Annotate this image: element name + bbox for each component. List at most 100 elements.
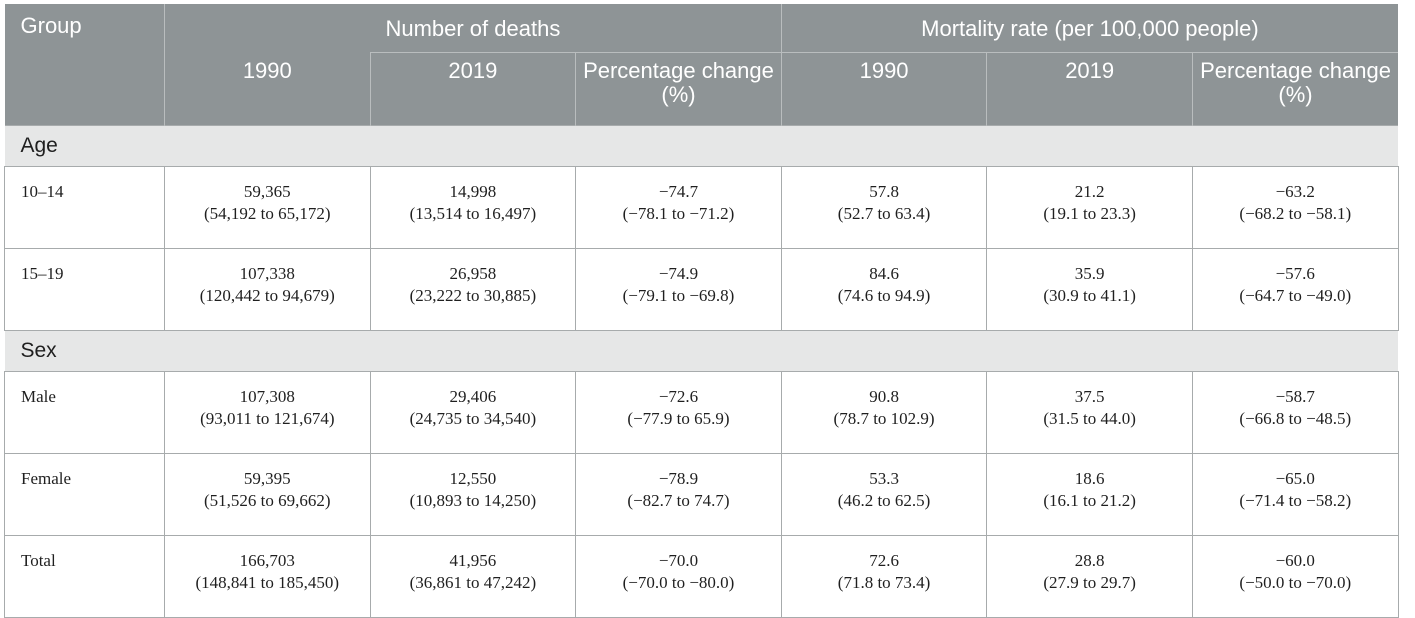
deaths-1990-header: 1990 xyxy=(164,52,371,126)
deaths-header: Number of deaths xyxy=(164,4,782,53)
table-cell: 107,308 (93,011 to 121,674) xyxy=(164,371,371,454)
table-cell: 21.2 (19.1 to 23.3) xyxy=(986,166,1193,249)
table-cell: 59,395 (51,526 to 69,662) xyxy=(164,453,371,536)
table-cell: −65.0 (−71.4 to −58.2) xyxy=(1192,453,1399,536)
table-cell: −74.7 (−78.1 to −71.2) xyxy=(575,166,782,249)
section-label: Sex xyxy=(4,330,1399,372)
table-cell: −58.7 (−66.8 to −48.5) xyxy=(1192,371,1399,454)
cell-interval: (−78.1 to −71.2) xyxy=(622,204,735,223)
table-row: 10–14 59,365 (54,192 to 65,172) 14,998 (13,5… xyxy=(4,166,1399,249)
cell-value: −74.7 xyxy=(658,182,699,201)
table-cell: 72.6 (71.8 to 73.4) xyxy=(781,535,988,618)
section-label: Age xyxy=(4,125,1399,167)
cell-interval: (51,526 to 69,662) xyxy=(204,491,331,510)
cell-interval: (−82.7 to 74.7) xyxy=(627,491,730,510)
row-group-label: Total xyxy=(4,535,165,618)
cell-interval: (74.6 to 94.9) xyxy=(837,286,931,305)
cell-value: 59,395 xyxy=(243,469,291,488)
table-cell: −60.0 (−50.0 to −70.0) xyxy=(1192,535,1399,618)
cell-value: −63.2 xyxy=(1275,182,1315,201)
table-cell: −78.9 (−82.7 to 74.7) xyxy=(575,453,782,536)
section-row: Age xyxy=(4,125,1399,167)
cell-interval: (10,893 to 14,250) xyxy=(409,491,537,510)
cell-value: 107,308 xyxy=(239,387,295,406)
cell-value: −57.6 xyxy=(1275,264,1315,283)
cell-interval: (31.5 to 44.0) xyxy=(1043,409,1136,428)
row-group-label: Male xyxy=(4,371,165,454)
cell-interval: (−66.8 to −48.5) xyxy=(1239,409,1352,428)
cell-interval: (27.9 to 29.7) xyxy=(1043,573,1136,592)
table-cell: 53.3 (46.2 to 62.5) xyxy=(781,453,988,536)
table-header: Group Number of deaths Mortality rate (p… xyxy=(4,4,1399,126)
cell-value: −74.9 xyxy=(658,264,699,283)
cell-value: 37.5 xyxy=(1074,387,1105,406)
cell-value: 57.8 xyxy=(869,182,899,201)
section-row: Sex xyxy=(4,330,1399,372)
cell-value: 53.3 xyxy=(869,469,899,488)
table-cell: −63.2 (−68.2 to −58.1) xyxy=(1192,166,1399,249)
table-cell: −74.9 (−79.1 to −69.8) xyxy=(575,248,782,331)
rate-1990-header: 1990 xyxy=(781,52,988,126)
group-column-header: Group xyxy=(4,4,165,126)
cell-value: −60.0 xyxy=(1275,551,1315,570)
deaths-2019-header: 2019 xyxy=(370,52,577,126)
cell-interval: (−79.1 to −69.8) xyxy=(622,286,735,305)
cell-interval: (54,192 to 65,172) xyxy=(204,204,331,223)
table-cell: 107,338 (120,442 to 94,679) xyxy=(164,248,371,331)
cell-interval: (24,735 to 34,540) xyxy=(409,409,537,428)
cell-interval: (13,514 to 16,497) xyxy=(409,204,537,223)
cell-value: 18.6 xyxy=(1074,469,1105,488)
table-cell: 90.8 (78.7 to 102.9) xyxy=(781,371,988,454)
cell-interval: (16.1 to 21.2) xyxy=(1043,491,1136,510)
table-cell: 14,998 (13,514 to 16,497) xyxy=(370,166,577,249)
cell-interval: (78.7 to 102.9) xyxy=(833,409,935,428)
table-body: Age 10–14 59,365 (54,192 to 65,172) 14,998 (1… xyxy=(4,125,1399,618)
table-cell: 37.5 (31.5 to 44.0) xyxy=(986,371,1193,454)
cell-value: 28.8 xyxy=(1074,551,1105,570)
table-cell: 59,365 (54,192 to 65,172) xyxy=(164,166,371,249)
table-cell: 35.9 (30.9 to 41.1) xyxy=(986,248,1193,331)
row-group-label: 15–19 xyxy=(4,248,165,331)
cell-value: −58.7 xyxy=(1275,387,1315,406)
cell-value: 29,406 xyxy=(449,387,497,406)
rate-change-header: Percentage change (%) xyxy=(1192,52,1399,126)
cell-value: 59,365 xyxy=(243,182,291,201)
table-cell: 166,703 (148,841 to 185,450) xyxy=(164,535,371,618)
table-cell: 57.8 (52.7 to 63.4) xyxy=(781,166,988,249)
table-row: Female 59,395 (51,526 to 69,662) 12,550 (10,… xyxy=(4,453,1399,536)
table-row: Total 166,703 (148,841 to 185,450) 41,956 (3… xyxy=(4,535,1399,618)
cell-value: −78.9 xyxy=(658,469,699,488)
table-cell: 28.8 (27.9 to 29.7) xyxy=(986,535,1193,618)
cell-interval: (30.9 to 41.1) xyxy=(1043,286,1136,305)
cell-interval: (−71.4 to −58.2) xyxy=(1239,491,1352,510)
cell-value: 90.8 xyxy=(869,387,899,406)
table-cell: −70.0 (−70.0 to −80.0) xyxy=(575,535,782,618)
table-cell: −57.6 (−64.7 to −49.0) xyxy=(1192,248,1399,331)
cell-interval: (23,222 to 30,885) xyxy=(409,286,537,305)
row-group-label: 10–14 xyxy=(4,166,165,249)
table-row: Male 107,308 (93,011 to 121,674) 29,406 (24,… xyxy=(4,371,1399,454)
cell-value: −70.0 xyxy=(658,551,699,570)
table-cell: 41,956 (36,861 to 47,242) xyxy=(370,535,577,618)
table-cell: 84.6 (74.6 to 94.9) xyxy=(781,248,988,331)
cell-value: 107,338 xyxy=(239,264,295,283)
cell-value: 72.6 xyxy=(869,551,899,570)
cell-interval: (−64.7 to −49.0) xyxy=(1239,286,1352,305)
mortality-header: Mortality rate (per 100,000 people) xyxy=(781,4,1399,53)
table-cell: −72.6 (−77.9 to 65.9) xyxy=(575,371,782,454)
cell-interval: (93,011 to 121,674) xyxy=(200,409,335,428)
cell-interval: (−68.2 to −58.1) xyxy=(1239,204,1352,223)
cell-value: 84.6 xyxy=(869,264,899,283)
cell-interval: (−77.9 to 65.9) xyxy=(627,409,730,428)
rate-2019-header: 2019 xyxy=(986,52,1193,126)
cell-interval: (148,841 to 185,450) xyxy=(195,573,340,592)
cell-value: 41,956 xyxy=(449,551,497,570)
cell-interval: (71.8 to 73.4) xyxy=(837,573,931,592)
cell-value: −65.0 xyxy=(1275,469,1315,488)
cell-interval: (46.2 to 62.5) xyxy=(837,491,931,510)
row-group-label: Female xyxy=(4,453,165,536)
cell-value: −72.6 xyxy=(658,387,699,406)
cell-value: 35.9 xyxy=(1074,264,1105,283)
deaths-change-header: Percentage change (%) xyxy=(575,52,782,126)
cell-interval: (52.7 to 63.4) xyxy=(837,204,931,223)
